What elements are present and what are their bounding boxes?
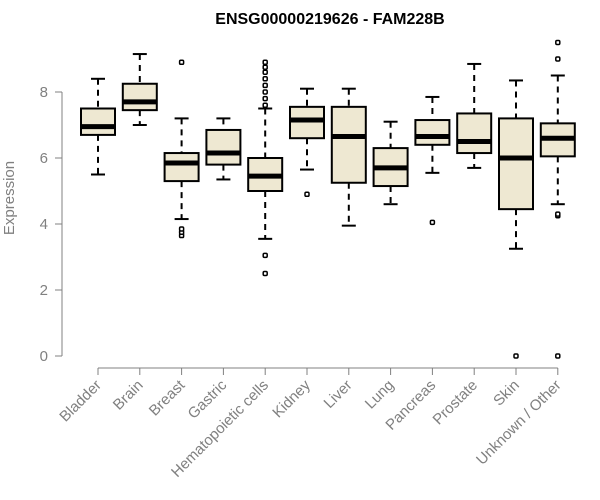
iqr-box bbox=[456, 112, 493, 155]
outlier-point bbox=[304, 191, 310, 198]
x-tick-label: Brain bbox=[110, 377, 147, 414]
outlier-point bbox=[429, 219, 436, 226]
iqr-box bbox=[498, 117, 534, 211]
iqr-box bbox=[80, 107, 116, 136]
outlier-point bbox=[555, 56, 561, 62]
boxes-layer bbox=[80, 39, 576, 359]
y-axis-label: Expression bbox=[1, 161, 18, 235]
outlier-point bbox=[555, 211, 561, 217]
box-pancreas bbox=[414, 95, 451, 226]
box-unknown-other bbox=[539, 39, 576, 359]
chart-title: ENSG00000219626 - FAM228B bbox=[215, 11, 444, 28]
iqr-box bbox=[330, 105, 367, 184]
outlier-point bbox=[262, 89, 268, 95]
box-gastric bbox=[205, 117, 242, 181]
x-tick-label: Breast bbox=[146, 376, 189, 419]
outlier-point bbox=[262, 270, 268, 277]
box-bladder bbox=[80, 77, 116, 176]
x-tick-label: Skin bbox=[490, 377, 523, 410]
iqr-box bbox=[414, 119, 451, 146]
y-tick-label: 8 bbox=[40, 84, 48, 101]
x-tick-label: Kidney bbox=[269, 376, 314, 421]
x-tick-label: Lung bbox=[362, 377, 398, 413]
box-breast bbox=[163, 59, 200, 239]
x-tick-label: Liver bbox=[321, 377, 356, 412]
box-liver bbox=[330, 87, 367, 227]
y-axis-ticks: 0 2 4 6 8 bbox=[40, 84, 62, 365]
outlier-point bbox=[262, 95, 268, 102]
box-prostate bbox=[456, 62, 493, 169]
box-brain bbox=[121, 53, 158, 126]
outlier-point bbox=[262, 69, 268, 75]
x-tick-label: Prostate bbox=[429, 377, 481, 429]
outlier-point bbox=[555, 39, 561, 46]
box-skin bbox=[498, 79, 534, 359]
box-kidney bbox=[289, 87, 325, 198]
outlier-point bbox=[262, 59, 268, 66]
iqr-box bbox=[163, 152, 200, 183]
box-lung bbox=[372, 120, 409, 206]
y-tick-label: 4 bbox=[40, 216, 48, 233]
y-tick-label: 2 bbox=[40, 282, 48, 299]
outlier-point bbox=[262, 76, 268, 82]
outlier-point bbox=[178, 59, 185, 66]
iqr-box bbox=[205, 128, 242, 166]
outlier-point bbox=[178, 226, 185, 232]
outlier-point bbox=[262, 82, 268, 89]
x-tick-label: Bladder bbox=[56, 377, 105, 426]
y-tick-label: 0 bbox=[40, 348, 48, 365]
outlier-point bbox=[262, 102, 268, 108]
iqr-box bbox=[121, 82, 158, 112]
outlier-point bbox=[262, 252, 268, 259]
outlier-point bbox=[555, 353, 561, 359]
outlier-point bbox=[513, 353, 519, 359]
outlier-point bbox=[262, 64, 268, 70]
y-tick-label: 6 bbox=[40, 150, 48, 167]
box-hematopoietic-cells bbox=[247, 59, 284, 277]
